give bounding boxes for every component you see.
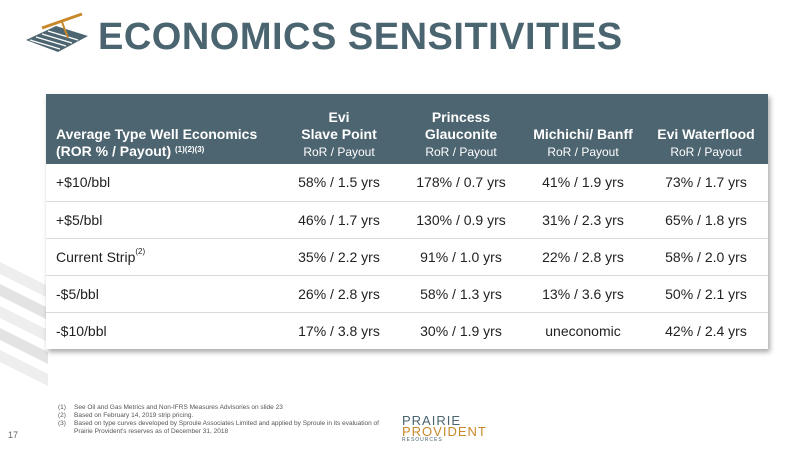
row-label-text: -$5/bbl: [56, 285, 99, 302]
row-label-text: -$10/bbl: [56, 322, 107, 339]
row-label: +$10/bbl: [46, 164, 278, 201]
header-col4-sub: RoR / Payout: [670, 145, 742, 159]
header-col3-line2: Michichi/ Banff: [533, 126, 633, 142]
table-cell: 26% / 2.8 yrs: [298, 285, 380, 302]
page-title: ECONOMICS SENSITIVITIES: [98, 16, 623, 58]
table-cell: 58% / 2.0 yrs: [665, 248, 747, 265]
footnote-number: (2): [58, 412, 66, 419]
header-col4-line2: Evi Waterflood: [657, 126, 755, 142]
row-label: Current Strip(2): [46, 238, 278, 275]
footnotes: (1) See Oil and Gas Metrics and Non-IFRS …: [58, 404, 398, 436]
footnote-text: See Oil and Gas Metrics and Non-IFRS Mea…: [74, 404, 283, 411]
row-footnote-ref: (2): [135, 246, 146, 256]
table-cell: 17% / 3.8 yrs: [298, 322, 380, 339]
header-col2-sub: RoR / Payout: [425, 145, 497, 159]
header-col1-sub: RoR / Payout: [303, 145, 375, 159]
table-cell: 13% / 3.6 yrs: [542, 285, 624, 302]
table-cell: 41% / 1.9 yrs: [542, 174, 624, 191]
page-number: 17: [8, 430, 19, 440]
footnote-number: (3): [58, 420, 66, 427]
table-cell: uneconomic: [545, 322, 621, 339]
table-row: +$5/bbl 46% / 1.7 yrs 130% / 0.9 yrs 31%…: [46, 201, 768, 238]
table-cell: 130% / 0.9 yrs: [416, 211, 506, 228]
header-col2-line1: Princess: [431, 109, 491, 125]
header-col1-line2: Slave Point: [301, 126, 377, 142]
table-header-row: Average Type Well Economics (ROR % / Pay…: [46, 94, 768, 164]
header-evi-waterflood: Evi Waterflood RoR / Payout: [644, 94, 768, 164]
footnote-text: Based on type curves developed by Sproul…: [74, 420, 379, 435]
header-col0-footnote-ref: (1)(2)(3): [175, 145, 205, 154]
table-row: -$10/bbl 17% / 3.8 yrs 30% / 1.9 yrs une…: [46, 312, 768, 349]
table-cell: 58% / 1.3 yrs: [420, 285, 502, 302]
row-label-text: +$5/bbl: [56, 211, 103, 228]
table-cell: 46% / 1.7 yrs: [298, 211, 380, 228]
brand-logo: PRAIRIE PROVIDENT RESOURCES: [402, 413, 487, 443]
table-cell: 22% / 2.8 yrs: [542, 248, 624, 265]
table-row: +$10/bbl 58% / 1.5 yrs 178% / 0.7 yrs 41…: [46, 164, 768, 201]
row-label-text: +$10/bbl: [56, 174, 111, 191]
brand-line3: RESOURCES: [402, 437, 443, 443]
footnote-number: (1): [58, 404, 66, 411]
table-cell: 31% / 2.3 yrs: [542, 211, 624, 228]
footnote-item: (2) Based on February 14, 2019 strip pric…: [58, 412, 398, 420]
table-cell: 178% / 0.7 yrs: [416, 174, 506, 191]
economics-table: Average Type Well Economics (ROR % / Pay…: [46, 94, 768, 349]
company-logo-icon: [26, 12, 88, 52]
header-col3-sub: RoR / Payout: [547, 145, 619, 159]
header-col0-line2: (ROR % / Payout): [56, 143, 172, 159]
footnote-item: (1) See Oil and Gas Metrics and Non-IFRS …: [58, 404, 398, 412]
table-cell: 65% / 1.8 yrs: [665, 211, 747, 228]
brand-line2: PROVIDENT: [402, 424, 487, 439]
decorative-stripes-icon: [0, 262, 48, 386]
header-princess-glauconite: Princess Glauconite RoR / Payout: [400, 94, 522, 164]
table-row: -$5/bbl 26% / 2.8 yrs 58% / 1.3 yrs 13% …: [46, 275, 768, 312]
brand-line1: PRAIRIE: [402, 413, 462, 428]
table-cell: 35% / 2.2 yrs: [298, 248, 380, 265]
header-col0-line1: Average Type Well Economics: [56, 126, 258, 142]
footnote-item: (3) Based on type curves developed by Spr…: [58, 420, 398, 436]
table-cell: 58% / 1.5 yrs: [298, 174, 380, 191]
table-cell: 42% / 2.4 yrs: [665, 322, 747, 339]
header-col1-line1: Evi: [328, 109, 350, 125]
table-cell: 91% / 1.0 yrs: [420, 248, 502, 265]
table-cell: 73% / 1.7 yrs: [665, 174, 747, 191]
footnote-text: Based on February 14, 2019 strip pricing…: [74, 412, 194, 419]
row-label: -$5/bbl: [46, 275, 278, 312]
table-cell: 30% / 1.9 yrs: [420, 322, 502, 339]
header-evi-slave-point: Evi Slave Point RoR / Payout: [278, 94, 400, 164]
header-type-well-economics: Average Type Well Economics (ROR % / Pay…: [46, 94, 278, 164]
header-col2-line2: Glauconite: [424, 126, 498, 142]
table-cell: 50% / 2.1 yrs: [665, 285, 747, 302]
header-michichi-banff: Michichi/ Banff RoR / Payout: [522, 94, 644, 164]
table-row: Current Strip(2) 35% / 2.2 yrs 91% / 1.0…: [46, 238, 768, 275]
row-label-text: Current Strip: [56, 248, 136, 265]
row-label: +$5/bbl: [46, 201, 278, 238]
row-label: -$10/bbl: [46, 312, 278, 349]
